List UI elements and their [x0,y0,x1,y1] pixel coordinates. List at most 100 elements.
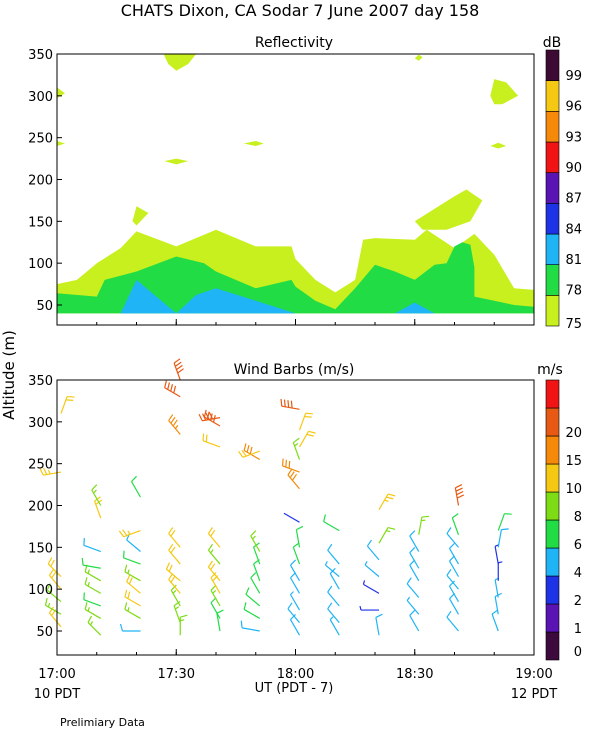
wind-barb-feather [283,399,286,407]
reflectivity-colorbar-swatch [545,203,560,235]
wind-barb-feather [446,610,452,618]
wind-barb-shaft [327,591,340,607]
wind-barb [324,561,340,578]
y-tick-label: 150 [28,541,53,556]
wind-barb-feather [176,364,183,371]
wind-barb-shaft [329,573,340,590]
wind-barb-shaft [123,557,141,565]
reflectivity-contour-75 [57,87,65,99]
wind-barb [289,613,301,636]
wind-barb [250,530,261,552]
wind-barbs-title: Wind Barbs (m/s) [234,362,355,378]
wind-barb [289,559,301,582]
wind-barb-shaft [87,622,102,636]
wind-barb-feather [250,530,257,537]
wind-barb-feather [243,443,247,451]
wind-barb-feather [205,434,208,443]
wind-barb [448,542,460,565]
wind-colorbar-swatch [545,379,560,409]
wind-barb-shaft [287,608,300,624]
wind-barb-feather [118,530,125,538]
wind-barb-half-feather [329,616,334,621]
wind-barb-feather [177,368,184,374]
wind-barb-shaft [494,579,499,598]
wind-barb-feather [39,468,44,476]
wind-barb-shaft [298,413,307,431]
wind-barb-shaft [207,549,221,565]
preliminary-data-note: Prelimiary Data [60,716,145,729]
wind-barb-half-feather [49,588,53,593]
wind-barb-feather [290,400,293,409]
wind-barb-shaft [409,564,420,582]
wind-barb-half-feather [47,469,51,475]
wind-barb [238,449,260,458]
wind-barb-feather [207,527,214,534]
wind-barb-half-feather [384,499,389,502]
wind-barb-feather [281,458,284,466]
wind-barb-feather [207,543,214,551]
wind-barb [126,533,141,552]
wind-barb [87,615,102,636]
wind-barb-feather [124,602,128,610]
wind-barb-shaft [366,545,380,561]
wind-barb-feather [280,398,283,407]
wind-barb-feather [67,395,75,398]
wind-barb-feather [50,559,55,567]
wind-barb-shaft [494,546,499,565]
wind-barb-half-feather [406,596,411,601]
wind-barb-shaft [289,577,301,594]
wind-barb-shaft [202,440,221,448]
y-tick-label: 350 [28,374,53,389]
reflectivity-contour-81 [120,279,296,314]
wind-barb-shaft [448,548,460,565]
wind-barb-feather [46,583,51,591]
wind-barb-shaft [491,613,499,632]
wind-barb-feather [127,591,131,599]
wind-barb-feather [168,414,174,421]
wind-barb [451,513,460,535]
wind-barb [323,514,340,532]
wind-barb-feather [44,598,48,606]
wind-barb-shaft [378,493,389,510]
wind-barb-feather [249,446,253,455]
wind-barb-feather [198,413,203,422]
wind-barb-shaft [329,619,340,636]
reflectivity-contour-78 [57,242,534,314]
wind-barb-half-feather [252,535,256,540]
wind-barb-feather [451,513,459,519]
wind-barbs-colorbar-unit: m/s [537,362,563,378]
wind-barb-feather [48,569,55,576]
wind-barb-half-feather [89,621,94,626]
wind-barb [448,580,460,603]
wind-barb-shaft [448,560,460,577]
wind-barb [170,584,181,607]
y-tick-label: 100 [28,583,53,598]
wind-barb-shaft [241,627,260,632]
wind-barb-feather [446,527,452,534]
wind-barb-shaft [168,533,181,548]
wind-barb-half-feather [290,591,294,595]
wind-barb-shaft [406,600,420,615]
wind-barb-shaft [207,533,221,548]
wind-barb-feather [446,569,452,576]
reflectivity-title: Reflectivity [255,35,333,51]
wind-barb-shaft [289,594,301,611]
wind-barb-feather [126,574,131,583]
wind-colorbar-swatch [545,407,560,437]
wind-barb-feather [292,437,300,444]
wind-barb-feather [170,529,176,537]
y-tick-label: 300 [28,416,53,431]
wind-barb-feather [375,613,383,618]
wind-barb-shaft [494,596,499,615]
wind-barb [243,602,261,619]
wind-barb [292,437,301,460]
wind-barb-shaft [253,563,261,582]
wind-barbs-x-axis: 17:00 17:30 18:00 18:30 19:00 [38,649,553,682]
wind-barb-feather [170,384,174,392]
reflectivity-colorbar-swatch [545,111,560,143]
wind-barb-feather [406,577,412,585]
wind-barb [359,605,379,611]
wind-barb-feather [203,409,207,418]
